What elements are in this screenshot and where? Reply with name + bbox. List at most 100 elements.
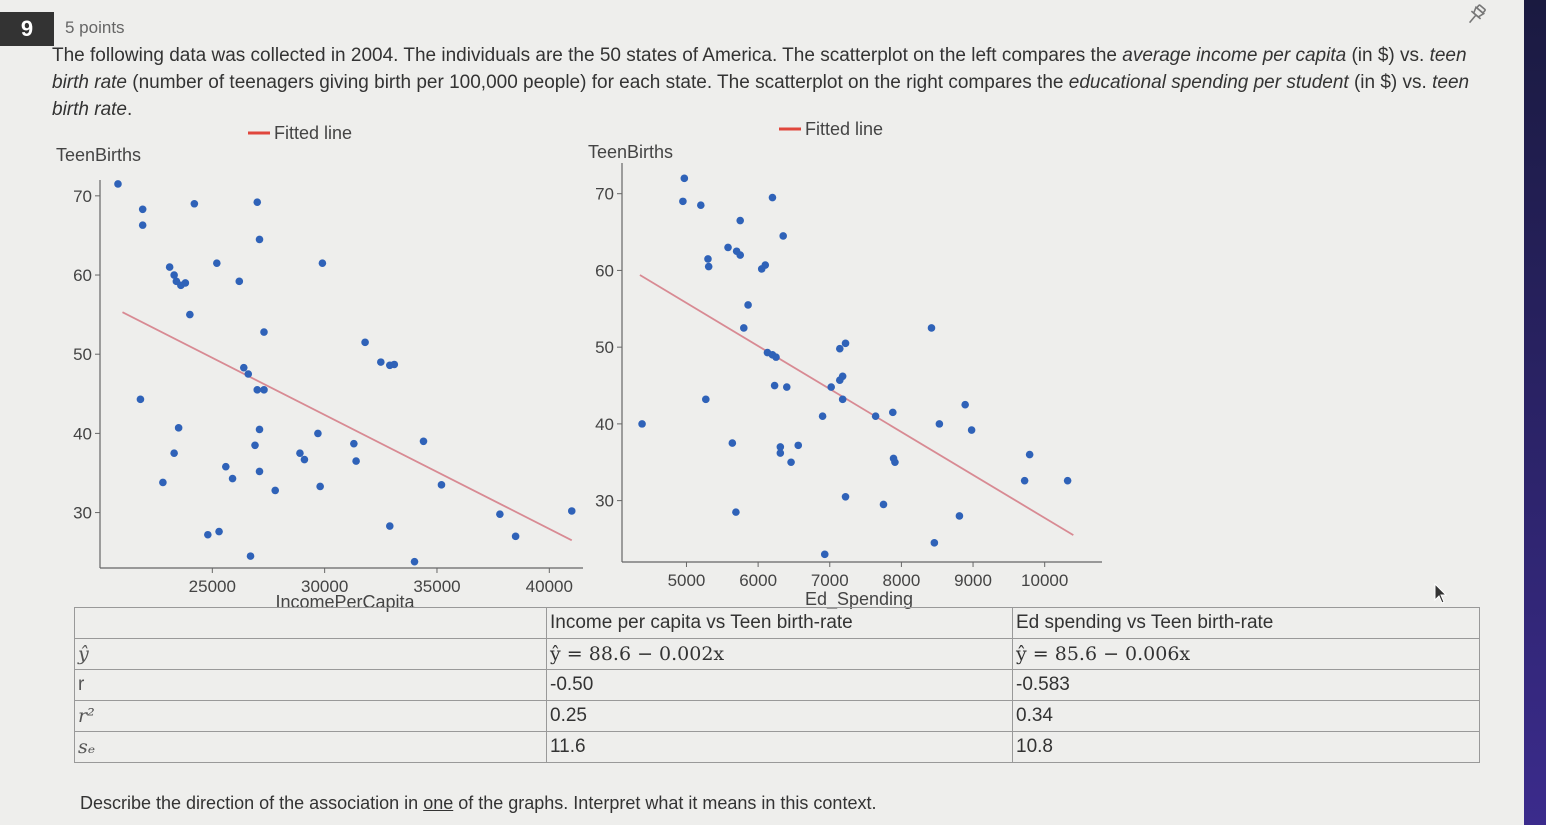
data-point [204,530,212,539]
data-point [239,363,248,372]
mouse-cursor-icon [1434,583,1448,604]
data-point [1020,476,1029,485]
x-tick-label: 30000 [301,577,348,596]
data-point [638,420,646,428]
y-tick-label: 30 [595,492,614,511]
row-label-se: sₑ [74,731,547,763]
table-cell: ŷ = 85.6 − 0.006x [1012,638,1480,670]
data-point [419,437,428,446]
data-point [761,261,770,269]
data-point [318,259,327,267]
data-point [704,255,712,263]
x-tick-label: 10000 [1021,571,1068,590]
data-point [841,339,850,348]
data-point [820,550,829,559]
data-point [772,353,780,361]
data-point [350,439,358,448]
data-point [787,458,795,467]
x-tick-label: 35000 [413,577,460,596]
table-row: ŷ ŷ = 88.6 − 0.002x ŷ = 85.6 − 0.006x [74,638,1480,670]
data-point [174,424,183,432]
regression-summary-table: Income per capita vs Teen birth-rate Ed … [74,607,1480,763]
data-point [1025,450,1034,459]
x-tick-label: 9000 [954,571,992,590]
data-point [213,259,221,267]
question-prompt: The following data was collected in 2004… [52,45,1470,120]
fitted-line [122,311,573,542]
question-number-badge: 9 [0,12,54,46]
data-point [222,462,230,471]
x-tick-label: 8000 [882,571,920,590]
data-point [794,441,803,450]
data-point [170,449,178,457]
data-point [879,500,888,509]
data-point [296,449,304,457]
table-row: sₑ 11.6 10.8 [74,731,1480,763]
edspending-vs-teenbirths-scatterplot: Fitted line TeenBirths Ed_Spending 30 40 5… [588,119,1102,610]
income-vs-teenbirths-scatterplot: Fitted line TeenBirths IncomePerCapita 3… [56,123,583,612]
data-point [390,360,399,369]
data-point [228,474,237,483]
data-point [255,235,264,244]
data-point [361,338,369,347]
data-point [736,251,745,259]
y-tick-label: 60 [73,266,92,285]
data-point [251,441,259,450]
table-cell: ŷ = 88.6 − 0.002x [546,638,1013,670]
data-point [697,201,705,210]
describe-direction-prompt: Describe the direction of the associatio… [80,793,877,813]
data-point [679,197,687,206]
data-point [215,527,223,536]
data-point [732,508,740,516]
data-point [190,199,199,208]
window-edge [1524,0,1546,825]
data-point [776,449,785,457]
data-point [300,455,309,464]
data-point [437,481,446,489]
data-point [159,478,167,487]
table-cell [74,607,547,639]
data-point [253,198,262,206]
data-point [235,277,244,286]
table-header-edspending: Ed spending vs Teen birth-rate [1012,607,1480,639]
data-point [930,539,939,547]
data-point [181,279,190,287]
x-axis-label: Ed_Spending [805,589,913,610]
data-point [567,507,576,515]
data-point [889,408,897,417]
data-point [935,420,944,428]
data-point [782,383,791,391]
data-point [496,510,504,518]
y-axis-label: TeenBirths [56,145,141,165]
data-point [316,482,324,491]
data-point [260,386,268,394]
data-point [704,262,713,271]
legend-fitted-line-label: Fitted line [274,123,352,143]
data-point [779,232,787,240]
x-tick-label: 6000 [739,571,777,590]
y-tick-label: 50 [595,338,614,357]
data-point [955,512,964,520]
data-point [271,486,280,495]
pin-icon[interactable] [1462,2,1490,28]
data-point [114,180,122,188]
data-point [680,174,689,183]
table-cell: -0.50 [546,669,1013,701]
row-label-r: r [74,669,547,701]
x-tick-label: 7000 [811,571,849,590]
data-point [770,381,779,390]
y-tick-label: 70 [595,185,614,204]
table-cell: 0.25 [546,700,1013,732]
data-point [891,458,899,467]
data-point [841,492,850,501]
table-row: r -0.50 -0.583 [74,669,1480,701]
legend-fitted-line-label: Fitted line [805,119,883,139]
data-point [138,205,147,214]
data-point [165,263,174,271]
fitted-line [639,274,1074,536]
data-point [511,532,520,541]
table-header-row: Income per capita vs Teen birth-rate Ed … [74,607,1480,639]
y-tick-label: 70 [73,187,92,206]
data-point [170,271,178,279]
